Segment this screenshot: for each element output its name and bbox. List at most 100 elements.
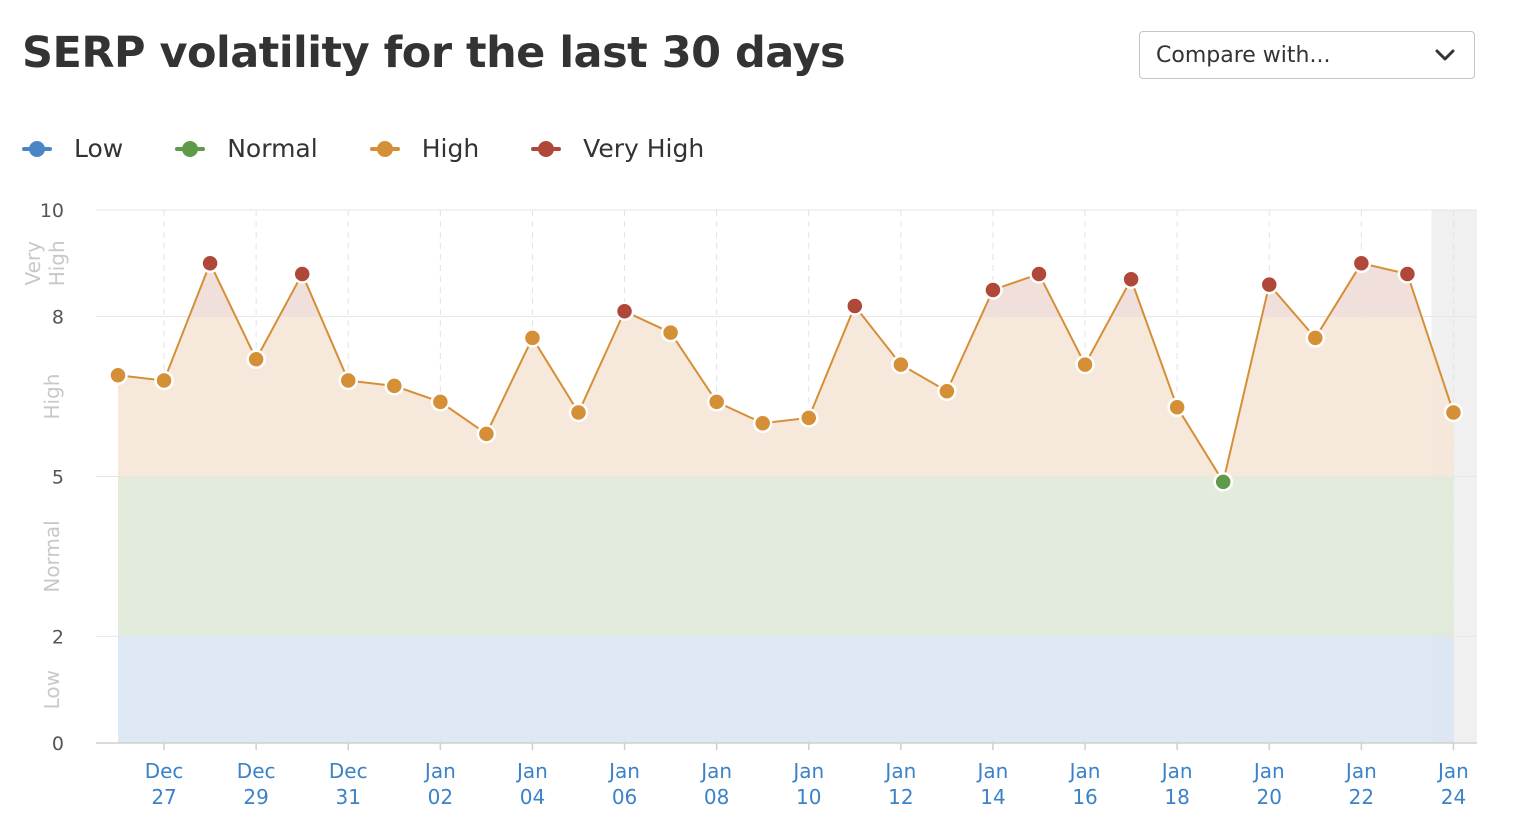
x-tick-label-day: 06 — [612, 785, 637, 809]
data-point — [338, 370, 358, 391]
legend-label-low: Low — [74, 134, 124, 163]
x-tick-label-month: Jan — [515, 759, 548, 783]
legend-swatch-normal — [175, 140, 206, 157]
x-tick-label: Jan 04 — [515, 759, 548, 809]
x-tick-label: Jan 02 — [423, 759, 456, 809]
data-point — [614, 301, 635, 322]
band-axis-label: High — [40, 374, 64, 420]
x-tick-label-day: 27 — [151, 785, 176, 809]
legend-item-low[interactable]: Low — [22, 134, 123, 163]
legend-item-high[interactable]: High — [369, 134, 480, 163]
data-point — [1397, 264, 1418, 284]
x-tick-label-day: 18 — [1164, 785, 1189, 809]
legend-swatch-high — [369, 140, 400, 157]
compare-dropdown[interactable]: Compare with... — [1139, 31, 1475, 79]
band-axis-label-text: High — [40, 374, 64, 420]
y-tick-label: 10 — [40, 200, 64, 222]
band-axis-label-text: Low — [40, 670, 64, 709]
x-tick-label: Jan 14 — [976, 759, 1009, 809]
x-tick-label: Jan 12 — [883, 759, 916, 809]
data-point — [752, 413, 773, 433]
data-point — [522, 328, 543, 348]
page-title: SERP volatility for the last 30 days — [22, 28, 846, 78]
x-tick-label-day: 14 — [980, 785, 1005, 809]
compare-dropdown-label: Compare with... — [1156, 42, 1331, 68]
x-tick-label: Jan 16 — [1068, 759, 1101, 809]
legend-item-normal[interactable]: Normal — [175, 134, 318, 163]
legend-label-normal: Normal — [227, 134, 318, 163]
x-tick-label: Dec 27 — [145, 759, 184, 809]
x-tick-label: Jan 06 — [607, 759, 640, 809]
data-point — [108, 365, 128, 385]
x-tick-label-day: 31 — [336, 785, 361, 809]
x-tick-label-day: 02 — [428, 785, 453, 809]
x-tick-label: Dec 29 — [237, 759, 276, 809]
data-point — [1351, 253, 1372, 274]
legend-label-high: High — [421, 134, 480, 163]
data-point — [154, 370, 174, 391]
x-tick-label-day: 04 — [520, 785, 545, 809]
x-tick-label-month: Jan — [607, 759, 640, 783]
band-axis-label-word: High — [45, 240, 69, 286]
data-point — [1443, 402, 1464, 423]
x-tick-label-month: Jan — [791, 759, 824, 783]
data-point — [983, 280, 1003, 300]
band-normal — [118, 476, 1454, 637]
legend-swatch-very-high — [531, 140, 562, 157]
x-tick-label-month: Jan — [423, 759, 456, 783]
data-point — [1305, 328, 1326, 348]
x-tick-label-month: Dec — [145, 759, 184, 783]
legend-swatch-low — [22, 140, 52, 157]
y-tick-label: 2 — [52, 626, 64, 648]
x-tick-label: Jan 22 — [1344, 759, 1377, 809]
x-tick-label-month: Jan — [1160, 759, 1193, 783]
x-tick-label-month: Jan — [883, 759, 916, 783]
data-point — [1075, 354, 1095, 375]
x-tick-label-month: Jan — [699, 759, 732, 783]
x-tick-label-month: Jan — [1344, 759, 1377, 783]
data-point — [246, 349, 266, 369]
band-axis-label: Low — [40, 670, 64, 709]
band-axis-label-text: VeryHigh — [21, 240, 69, 286]
band-axis-label: Normal — [40, 520, 64, 592]
x-tick-label: Jan 10 — [791, 759, 824, 809]
band-axis-label: VeryHigh — [21, 240, 69, 286]
legend-item-very-high[interactable]: Very High — [531, 134, 704, 163]
x-tick-label: Jan 18 — [1160, 759, 1193, 809]
data-point — [200, 253, 220, 274]
data-point — [660, 322, 681, 343]
legend-label-very-high: Very High — [583, 134, 705, 163]
x-tick-label-month: Jan — [976, 759, 1009, 783]
data-point — [706, 392, 727, 412]
data-point — [799, 408, 819, 428]
data-point — [1167, 397, 1187, 417]
data-point — [568, 402, 589, 423]
x-tick-label-day: 08 — [704, 785, 729, 809]
x-tick-label-month: Jan — [1252, 759, 1285, 783]
band-high — [118, 316, 1454, 477]
band-axis-label-text: Normal — [40, 520, 64, 592]
band-axis-label-word: Very — [21, 241, 45, 286]
data-point — [1259, 274, 1279, 295]
x-tick-label-day: 22 — [1349, 785, 1374, 809]
x-tick-label-day: 29 — [243, 785, 268, 809]
x-tick-label-day: 12 — [888, 785, 913, 809]
y-tick-label: 8 — [52, 307, 64, 329]
data-point — [891, 354, 911, 375]
x-tick-label-month: Dec — [329, 759, 368, 783]
data-point — [1213, 472, 1233, 492]
x-tick-label: Jan 24 — [1436, 759, 1469, 809]
data-point — [476, 424, 497, 444]
band-low — [118, 636, 1454, 743]
x-tick-label-day: 10 — [796, 785, 821, 809]
data-point — [1029, 264, 1049, 284]
data-point — [937, 381, 957, 401]
chevron-down-icon — [1434, 44, 1456, 66]
data-point — [430, 392, 451, 412]
x-tick-label-day: 20 — [1257, 785, 1282, 809]
x-tick-label-day: 24 — [1441, 785, 1466, 809]
chart-legend: Low Normal High Very High — [22, 134, 756, 163]
data-point — [845, 296, 865, 316]
band-very-high — [118, 263, 1454, 317]
